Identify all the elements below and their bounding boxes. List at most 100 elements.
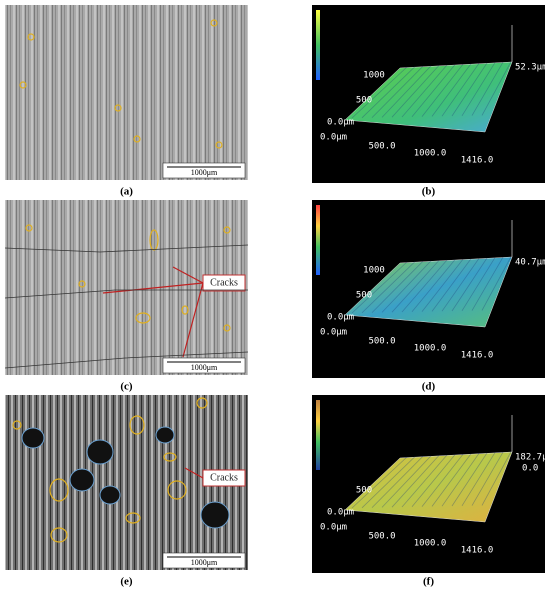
surface-texture (361, 456, 416, 509)
marker-circle (27, 33, 35, 41)
surface-texture (371, 455, 424, 508)
origin-x-label: 0.0μm (320, 133, 347, 143)
surface-texture (361, 261, 416, 314)
surface-texture (381, 260, 432, 313)
surface-texture (471, 61, 504, 116)
scale-bar-label: 1000μm (191, 168, 218, 177)
marker-circle (78, 280, 86, 288)
z-max-label: 182.7μm (515, 453, 550, 463)
origin-y-label: 0.0μm (327, 508, 354, 518)
annotation-arrow (102, 282, 204, 294)
marker-circle (163, 452, 177, 462)
scale-bar-label: 1000μm (191, 363, 218, 372)
panel-label: (e) (120, 576, 133, 588)
panel-label: (d) (422, 381, 436, 393)
surface-texture (391, 65, 440, 118)
marker-circle (49, 478, 69, 502)
surface-texture (411, 454, 456, 508)
surface-texture (431, 63, 472, 117)
surface-texture (371, 65, 424, 118)
marker-circle (223, 324, 231, 332)
marker-circle (215, 141, 223, 149)
surface-texture (411, 64, 456, 118)
surface-texture (401, 259, 448, 313)
pit (200, 501, 230, 529)
pit (155, 426, 175, 444)
pit (21, 427, 45, 449)
surface-texture (451, 62, 488, 117)
colorbar (316, 205, 320, 275)
x-tick-label: 500.0 (368, 337, 395, 347)
surface-texture (361, 66, 416, 119)
origin-y-label: 0.0μm (327, 313, 354, 323)
surface-texture (481, 451, 512, 506)
z-min-label: 0.0 (522, 464, 538, 474)
annotation-arrow (182, 282, 204, 358)
marker-circle (133, 135, 141, 143)
origin-y-label: 0.0μm (327, 118, 354, 128)
panel-label: (f) (423, 576, 434, 588)
surface-texture (421, 258, 464, 312)
marker-circle (12, 420, 22, 430)
marker-circle (129, 415, 145, 435)
annotation: Cracks (210, 277, 238, 288)
y-tick-label: 500 (356, 96, 372, 106)
surface-texture (471, 256, 504, 311)
surface-texture (441, 258, 480, 312)
pit (69, 468, 95, 492)
surface-texture (421, 453, 464, 507)
y-tick-label: 1000 (363, 71, 385, 81)
surface-texture (411, 259, 456, 313)
z-max-label: 40.7μm (515, 258, 548, 268)
panel-label: (c) (120, 381, 133, 393)
y-tick-label: 500 (356, 291, 372, 301)
surface-texture (441, 453, 480, 507)
surface-texture (471, 451, 504, 506)
surface-texture (481, 61, 512, 116)
marker-circle (135, 312, 151, 324)
x-tick-label: 1416.0 (461, 351, 494, 361)
x-tick-label: 1000.0 (414, 539, 447, 549)
surface-texture (441, 63, 480, 117)
surface-texture (461, 452, 496, 507)
x-tick-label: 1416.0 (461, 156, 494, 166)
marker-circle (19, 81, 27, 89)
annotation-arrow (172, 266, 204, 284)
crack-line (4, 289, 248, 299)
y-tick-label: 1000 (363, 266, 385, 276)
surface-texture (351, 261, 408, 314)
x-tick-label: 500.0 (368, 142, 395, 152)
colorbar (316, 10, 320, 80)
surface-texture (381, 455, 432, 508)
z-max-label: 52.3μm (515, 63, 548, 73)
surface-texture (451, 452, 488, 507)
surface (344, 61, 513, 133)
scale-bar-label: 1000μm (191, 558, 218, 567)
y-tick-label: 500 (356, 486, 372, 496)
x-tick-label: 500.0 (368, 532, 395, 542)
surface-texture (371, 260, 424, 313)
x-tick-label: 1000.0 (414, 149, 447, 159)
marker-circle (167, 480, 187, 500)
annotation: Cracks (210, 472, 238, 483)
surface-texture (351, 456, 408, 509)
x-tick-label: 1000.0 (414, 344, 447, 354)
pit (86, 439, 114, 465)
colorbar (316, 400, 320, 470)
marker-circle (210, 19, 218, 27)
crack-line (4, 244, 249, 253)
marker-circle (196, 397, 208, 409)
x-tick-label: 1416.0 (461, 546, 494, 556)
surface-texture (391, 455, 440, 508)
marker-circle (125, 512, 141, 524)
panel-label: (b) (422, 186, 436, 198)
surface-texture (381, 65, 432, 118)
origin-x-label: 0.0μm (320, 523, 347, 533)
marker-circle (149, 229, 159, 251)
surface-texture (351, 66, 408, 119)
marker-circle (25, 224, 33, 232)
micrograph (5, 5, 248, 180)
marker-circle (50, 527, 68, 543)
crack-line (4, 351, 249, 369)
surface-texture (481, 256, 512, 311)
